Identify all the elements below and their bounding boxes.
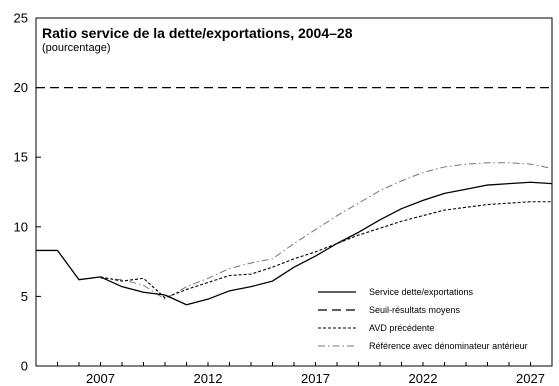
y-tick-label: 10	[14, 219, 28, 234]
series-line-3	[100, 201, 552, 299]
legend-label: Service dette/exportations	[369, 287, 474, 297]
y-tick-label: 25	[14, 11, 28, 26]
plot-frame	[35, 17, 553, 367]
y-axis: 0 5 10 15 20 25	[14, 11, 41, 374]
y-tick-label: 5	[21, 289, 28, 304]
series-line-1	[36, 181, 553, 306]
x-tick-label: 2007	[86, 371, 115, 386]
legend-label: Seuil-résultats moyens	[369, 305, 461, 315]
x-tick-label: 2027	[516, 371, 545, 386]
y-tick-label: 0	[21, 359, 28, 374]
legend-label: Référence avec dénominateur antérieur	[369, 341, 528, 351]
x-tick-label: 2012	[194, 371, 223, 386]
chart-title: Ratio service de la dette/exportations, …	[42, 25, 353, 41]
x-tick-label: 2017	[301, 371, 330, 386]
series-line-4	[100, 162, 553, 300]
chart-subtitle: (pourcentage)	[42, 42, 111, 54]
series-layer	[36, 86, 553, 306]
y-tick-label: 20	[14, 80, 28, 95]
legend: Service dette/exportations Seuil-résultat…	[318, 287, 528, 351]
x-axis: 2007 2012 2017 2022 2027	[35, 362, 553, 386]
legend-label: AVD précédente	[369, 323, 434, 333]
y-tick-label: 15	[14, 150, 28, 165]
x-tick-label: 2022	[409, 371, 438, 386]
